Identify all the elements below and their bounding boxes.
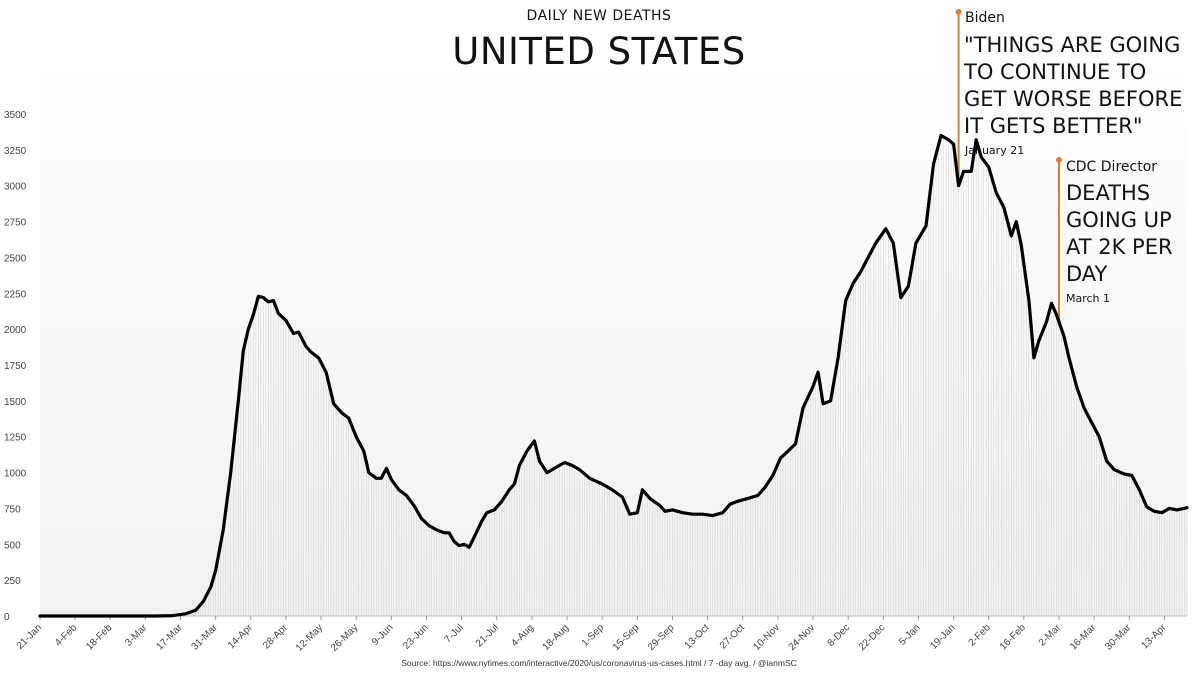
y-tick-label: 1750 <box>4 361 27 372</box>
annotation-cdc-quote: DEATHS GOING UP AT 2K PER DAY <box>1066 180 1173 288</box>
x-tick-label: 26-May <box>329 622 360 653</box>
x-tick-label: 4-Aug <box>509 622 536 649</box>
annotation-dot <box>1055 157 1062 163</box>
x-tick-label: 24-Nov <box>787 622 818 653</box>
annotation-biden-quote-line: "THINGS ARE GOING <box>964 33 1181 57</box>
annotation-cdc-date: March 1 <box>1066 292 1111 305</box>
y-tick-label: 3250 <box>4 146 27 157</box>
x-tick-label: 31-Mar <box>190 622 221 653</box>
annotation-lines <box>955 9 1062 325</box>
x-tick-label: 27-Oct <box>718 622 747 651</box>
x-tick-label: 17-Mar <box>154 622 185 653</box>
source-note: Source: https://www.nytimes.com/interact… <box>401 658 797 668</box>
x-tick-label: 9-Jun <box>370 622 395 647</box>
annotation-biden-quote-line: GET WORSE BEFORE <box>964 87 1183 111</box>
x-tick-label: 13-Oct <box>683 622 712 651</box>
y-tick-label: 3000 <box>4 182 27 193</box>
x-tick-label: 19-Jan <box>928 622 957 651</box>
x-tick-label: 29-Sep <box>646 622 677 653</box>
x-tick-label: 2-Mar <box>1037 622 1064 649</box>
x-tick-label: 3-Mar <box>123 622 150 649</box>
annotation-biden-quote: "THINGS ARE GOING TO CONTINUE TO GET WOR… <box>964 32 1182 140</box>
x-tick-label: 8-Dec <box>826 622 853 649</box>
y-tick-label: 0 <box>4 612 10 623</box>
y-tick-label: 500 <box>4 540 21 551</box>
x-tick-label: 13-Apr <box>1140 622 1169 651</box>
y-tick-label: 1250 <box>4 433 27 444</box>
y-tick-label: 2000 <box>4 325 27 336</box>
annotation-biden-quote-line: IT GETS BETTER" <box>964 114 1143 138</box>
x-tick-label: 2-Feb <box>967 622 994 649</box>
chart-title: UNITED STATES <box>452 30 746 73</box>
x-tick-label: 12-May <box>294 622 325 653</box>
annotation-cdc-quote-line: DAY <box>1066 262 1108 286</box>
y-tick-label: 1000 <box>4 469 27 480</box>
x-tick-label: 23-Jun <box>401 622 430 651</box>
x-axis: 21-Jan 4-Feb 18-Feb 3-Mar 17-Mar 31-Mar 14-Apr… <box>15 616 1169 654</box>
x-tick-label: 14-Apr <box>226 622 255 651</box>
x-tick-label: 10-Nov <box>751 622 782 653</box>
annotation-biden-name: Biden <box>965 10 1005 26</box>
annotation-cdc-quote-line: GOING UP <box>1066 208 1172 232</box>
annotation-cdc-quote-line: DEATHS <box>1066 181 1151 205</box>
x-tick-label: 30-Mar <box>1103 622 1134 653</box>
x-tick-label: 4-Feb <box>53 622 80 649</box>
area-fill-layer <box>157 135 1188 616</box>
y-tick-label: 250 <box>4 576 21 587</box>
y-axis: 0 250 500 750 1000 1250 1500 1750 2000 2250 2500 27… <box>4 110 1187 623</box>
x-tick-label: 18-Feb <box>84 622 114 652</box>
annotation-biden-date: January 21 <box>965 144 1025 157</box>
x-tick-label: 15-Sep <box>611 622 642 653</box>
y-tick-label: 2750 <box>4 218 27 229</box>
y-tick-label: 2500 <box>4 253 27 264</box>
x-tick-label: 16-Feb <box>998 622 1028 652</box>
annotation-cdc-name: CDC Director <box>1066 159 1158 175</box>
series-line <box>38 133 1189 618</box>
x-tick-label: 5-Jan <box>897 622 922 647</box>
x-tick-label: 28-Apr <box>261 622 290 651</box>
annotation-biden-quote-line: TO CONTINUE TO <box>964 60 1147 84</box>
chart-subtitle: DAILY NEW DEATHS <box>526 8 672 24</box>
series-layer <box>38 133 1189 618</box>
x-tick-label: 7-Jul <box>443 622 466 645</box>
y-tick-label: 3500 <box>4 110 27 121</box>
x-tick-label: 16-Mar <box>1068 622 1099 653</box>
annotation-dot <box>955 9 962 15</box>
y-tick-label: 1500 <box>4 397 27 408</box>
x-tick-label: 21-Jul <box>474 622 501 649</box>
x-tick-label: 18-Aug <box>541 622 572 653</box>
x-tick-label: 1-Sep <box>580 622 607 649</box>
y-tick-label: 750 <box>4 504 21 515</box>
x-tick-label: 22-Dec <box>857 622 888 653</box>
plot-background <box>40 60 1187 616</box>
annotation-cdc-quote-line: AT 2K PER <box>1066 235 1173 259</box>
y-tick-label: 2250 <box>4 289 27 300</box>
x-tick-label: 21-Jan <box>15 622 44 651</box>
